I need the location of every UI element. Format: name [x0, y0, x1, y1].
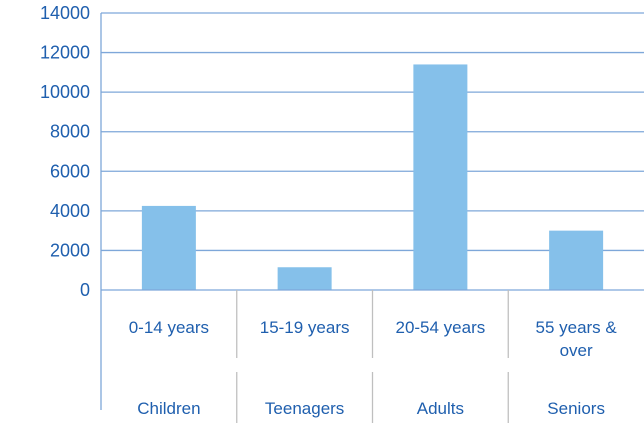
- x-tick-label: 20-54 years: [395, 318, 485, 337]
- bar: [549, 231, 603, 290]
- x-tick-label-line: over: [560, 341, 593, 360]
- group-label: Seniors: [547, 399, 605, 418]
- y-tick-label: 10000: [40, 82, 90, 102]
- x-tick-label-line: 55 years &: [535, 318, 617, 337]
- x-tick-label: 55 years & over: [535, 318, 617, 360]
- group-labels: Children Teenagers Adults Seniors: [137, 399, 605, 418]
- bar: [142, 206, 196, 290]
- y-tick-label: 2000: [50, 240, 90, 260]
- x-tick-label: 15-19 years: [260, 318, 350, 337]
- y-tick-label: 12000: [40, 43, 90, 63]
- x-tick-label: 0-14 years: [129, 318, 209, 337]
- y-axis-ticks: 0 2000 4000 6000 8000 10000 12000 14000: [40, 3, 90, 300]
- y-tick-label: 14000: [40, 3, 90, 23]
- bar: [278, 267, 332, 290]
- group-label: Adults: [417, 399, 464, 418]
- y-tick-label: 8000: [50, 122, 90, 142]
- y-tick-label: 4000: [50, 201, 90, 221]
- group-label: Teenagers: [265, 399, 344, 418]
- y-tick-label: 0: [80, 280, 90, 300]
- x-tick-label-line: 15-19 years: [260, 318, 350, 337]
- y-tick-label: 6000: [50, 161, 90, 181]
- x-tick-label-line: 20-54 years: [395, 318, 485, 337]
- bars: [142, 64, 603, 290]
- x-tick-label-line: 0-14 years: [129, 318, 209, 337]
- bar: [413, 64, 467, 290]
- group-label: Children: [137, 399, 200, 418]
